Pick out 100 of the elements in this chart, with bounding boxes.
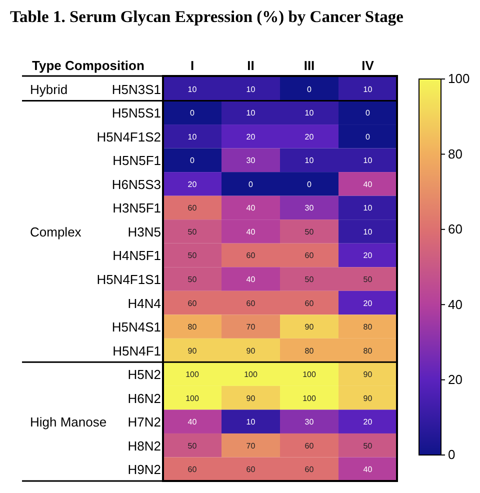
data-label: 100	[302, 370, 316, 380]
data-label: 10	[363, 84, 373, 94]
x-tick-label: I	[190, 58, 194, 73]
y-tick-label: H5N2	[128, 367, 161, 382]
data-label: 10	[246, 84, 256, 94]
y-tick-label: H5N4F1	[112, 343, 161, 358]
data-label: 10	[246, 108, 256, 118]
data-label: 70	[246, 322, 256, 332]
y-tick-label: H3N5	[128, 224, 161, 240]
y2-tick-label: Complex	[30, 224, 82, 240]
data-label: 20	[304, 132, 314, 142]
y-tick-label: H5N5F1	[112, 153, 161, 168]
data-label: 90	[246, 346, 256, 356]
y-tick-label: H5N4F1S1	[96, 272, 161, 287]
color-bar-label: 20	[448, 372, 462, 387]
y-tick-label: H5N4S1	[112, 320, 161, 335]
data-label: 50	[188, 441, 198, 450]
x-tick-label: III	[304, 58, 315, 73]
data-label: 50	[304, 227, 314, 236]
data-label: 30	[304, 204, 314, 213]
data-label: 40	[246, 275, 256, 284]
data-label: 50	[188, 227, 198, 236]
y-tick-label: H5N4F1S2	[96, 129, 161, 144]
x-tick-label: IV	[362, 58, 374, 73]
data-label: 80	[304, 346, 314, 356]
data-label: 20	[363, 418, 373, 427]
data-label: 90	[246, 394, 256, 403]
data-label: 40	[188, 418, 198, 427]
data-label: 0	[190, 156, 196, 166]
data-label: 40	[246, 227, 256, 236]
data-label: 10	[363, 204, 373, 213]
data-label: 60	[246, 465, 256, 474]
data-label: 0	[307, 84, 312, 94]
data-label: 50	[188, 251, 198, 260]
data-label: 60	[304, 441, 314, 450]
y-tick-label: H4N5F1	[112, 248, 161, 264]
y-tick-label: H6N5S3	[112, 176, 161, 192]
data-label: 100	[244, 370, 258, 380]
data-label: 60	[304, 298, 314, 308]
data-label: 20	[246, 132, 256, 142]
data-label: 10	[363, 156, 373, 166]
y-tick-label: H8N2	[128, 438, 161, 454]
data-label: 60	[188, 298, 198, 308]
y-tick-label: H5N3S1	[112, 82, 161, 97]
data-label: 100	[302, 394, 316, 403]
color-bar-label: 80	[448, 146, 462, 162]
data-label: 50	[363, 441, 373, 450]
y-tick-label: H7N2	[128, 414, 161, 430]
data-label: 0	[366, 108, 371, 118]
data-label: 10	[304, 108, 314, 118]
color-bar-label: 100	[448, 71, 470, 86]
data-label: 60	[246, 298, 256, 308]
data-label: 20	[363, 298, 373, 308]
data-label: 100	[186, 394, 200, 403]
data-label: 60	[188, 204, 198, 213]
data-label: 40	[246, 204, 256, 213]
y2-tick-label: High Manose	[30, 414, 107, 430]
y-tick-label: H4N4	[128, 296, 161, 311]
data-label: 100	[186, 370, 200, 380]
data-label: 60	[304, 251, 314, 260]
data-label: 80	[363, 322, 373, 332]
data-label: 60	[246, 251, 256, 260]
data-label: 0	[190, 108, 196, 118]
data-label: 90	[363, 394, 373, 403]
data-label: 0	[248, 180, 254, 189]
color-bar-label: 0	[448, 447, 456, 462]
data-label: 20	[188, 180, 198, 189]
data-label: 40	[363, 465, 373, 474]
data-label: 10	[188, 132, 198, 142]
data-label: 40	[363, 180, 373, 189]
data-label: 30	[304, 418, 314, 427]
data-label: 30	[246, 156, 256, 166]
data-label: 0	[366, 132, 371, 142]
chart-title: Table 1. Serum Glycan Expression (%) by Cancer Stage	[10, 7, 404, 26]
x-tick-label: II	[247, 58, 254, 73]
data-label: 60	[304, 465, 314, 474]
data-label: 90	[188, 346, 198, 356]
y-axis-title: Type Composition	[32, 58, 144, 73]
data-label: 50	[188, 275, 198, 284]
data-label: 60	[188, 465, 198, 474]
data-label: 90	[363, 370, 373, 380]
data-label: 70	[246, 441, 256, 450]
data-label: 20	[363, 251, 373, 260]
data-label: 90	[304, 322, 314, 332]
y-tick-label: H5N5S1	[112, 106, 161, 121]
data-label: 50	[304, 275, 314, 284]
data-label: 80	[188, 322, 198, 332]
y-tick-label: H6N2	[128, 390, 161, 406]
color-bar-label: 60	[448, 222, 462, 237]
y-tick-label: H9N2	[128, 462, 161, 478]
data-label: 10	[304, 156, 314, 166]
data-label: 80	[363, 346, 373, 356]
y2-tick-label: Hybrid	[30, 82, 68, 97]
color-bar-label: 40	[448, 296, 462, 312]
data-label: 50	[363, 275, 373, 284]
y-tick-label: H3N5F1	[112, 200, 161, 216]
data-label: 10	[363, 227, 373, 236]
data-label: 10	[188, 84, 198, 94]
data-label: 10	[246, 418, 256, 427]
data-label: 0	[307, 180, 312, 189]
